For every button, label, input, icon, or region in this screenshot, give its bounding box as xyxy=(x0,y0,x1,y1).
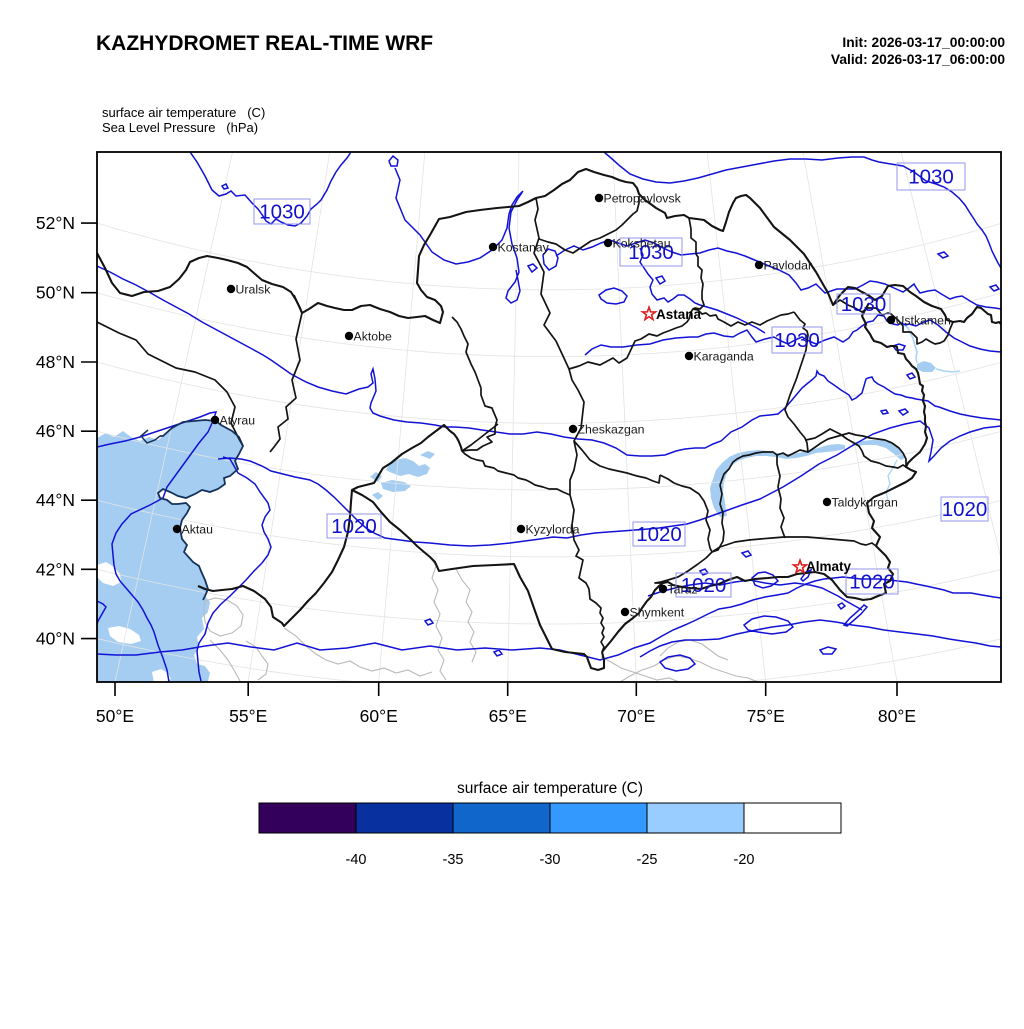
svg-text:40°N: 40°N xyxy=(36,629,75,649)
svg-text:1030: 1030 xyxy=(259,201,305,224)
svg-text:Taraz: Taraz xyxy=(668,583,698,597)
svg-text:70°E: 70°E xyxy=(617,706,655,726)
svg-text:42°N: 42°N xyxy=(36,559,75,579)
svg-text:-30: -30 xyxy=(540,852,561,868)
svg-text:80°E: 80°E xyxy=(878,706,916,726)
svg-text:44°N: 44°N xyxy=(36,490,75,510)
svg-text:surface air temperature (C): surface air temperature (C) xyxy=(457,780,643,797)
svg-text:Almaty: Almaty xyxy=(806,559,852,574)
svg-text:-25: -25 xyxy=(637,852,658,868)
svg-text:48°N: 48°N xyxy=(36,352,75,372)
svg-text:Atyrau: Atyrau xyxy=(220,414,256,428)
svg-text:Kostanay: Kostanay xyxy=(498,241,550,255)
svg-text:1030: 1030 xyxy=(774,329,820,352)
svg-text:50°N: 50°N xyxy=(36,283,75,303)
svg-text:1020: 1020 xyxy=(681,574,727,597)
svg-text:Aktau: Aktau xyxy=(182,523,214,537)
svg-text:Shymkent: Shymkent xyxy=(630,606,685,620)
svg-text:Init: 2026-03-17_00:00:00: Init: 2026-03-17_00:00:00 xyxy=(842,35,1005,50)
svg-text:Taldykurgan: Taldykurgan xyxy=(832,496,898,510)
svg-text:Karaganda: Karaganda xyxy=(694,350,754,364)
svg-text:1020: 1020 xyxy=(942,498,988,521)
svg-text:1020: 1020 xyxy=(849,571,895,594)
svg-text:Uralsk: Uralsk xyxy=(236,283,272,297)
svg-text:Kokshetau: Kokshetau xyxy=(613,237,671,251)
svg-text:KAZHYDROMET REAL-TIME WRF: KAZHYDROMET REAL-TIME WRF xyxy=(96,32,433,55)
svg-text:-20: -20 xyxy=(734,852,755,868)
svg-text:65°E: 65°E xyxy=(489,706,527,726)
svg-text:Valid: 2026-03-17_06:00:00: Valid: 2026-03-17_06:00:00 xyxy=(831,52,1005,67)
svg-text:Zheskazgan: Zheskazgan xyxy=(578,423,645,437)
svg-text:50°E: 50°E xyxy=(96,706,134,726)
svg-text:60°E: 60°E xyxy=(360,706,398,726)
svg-text:46°N: 46°N xyxy=(36,421,75,441)
svg-text:Kyzylorda: Kyzylorda xyxy=(526,523,580,537)
svg-text:-40: -40 xyxy=(346,852,367,868)
svg-text:75°E: 75°E xyxy=(747,706,785,726)
svg-text:1030: 1030 xyxy=(628,241,674,264)
svg-text:Sea Level Pressure (hPa): Sea Level Pressure (hPa) xyxy=(102,120,258,135)
svg-text:1020: 1020 xyxy=(331,515,377,538)
svg-text:Pavlodar: Pavlodar xyxy=(764,259,813,273)
svg-text:55°E: 55°E xyxy=(229,706,267,726)
svg-text:surface air temperature (C): surface air temperature (C) xyxy=(102,105,265,120)
svg-text:Petropavlovsk: Petropavlovsk xyxy=(604,192,682,206)
svg-text:Ustkamen: Ustkamen xyxy=(896,314,952,328)
svg-text:1030: 1030 xyxy=(908,166,954,189)
svg-text:52°N: 52°N xyxy=(36,213,75,233)
svg-text:1020: 1020 xyxy=(636,523,682,546)
svg-text:1030: 1030 xyxy=(841,293,887,316)
svg-text:-35: -35 xyxy=(443,852,464,868)
svg-text:Astana: Astana xyxy=(656,307,702,322)
svg-text:Aktobe: Aktobe xyxy=(354,330,392,344)
